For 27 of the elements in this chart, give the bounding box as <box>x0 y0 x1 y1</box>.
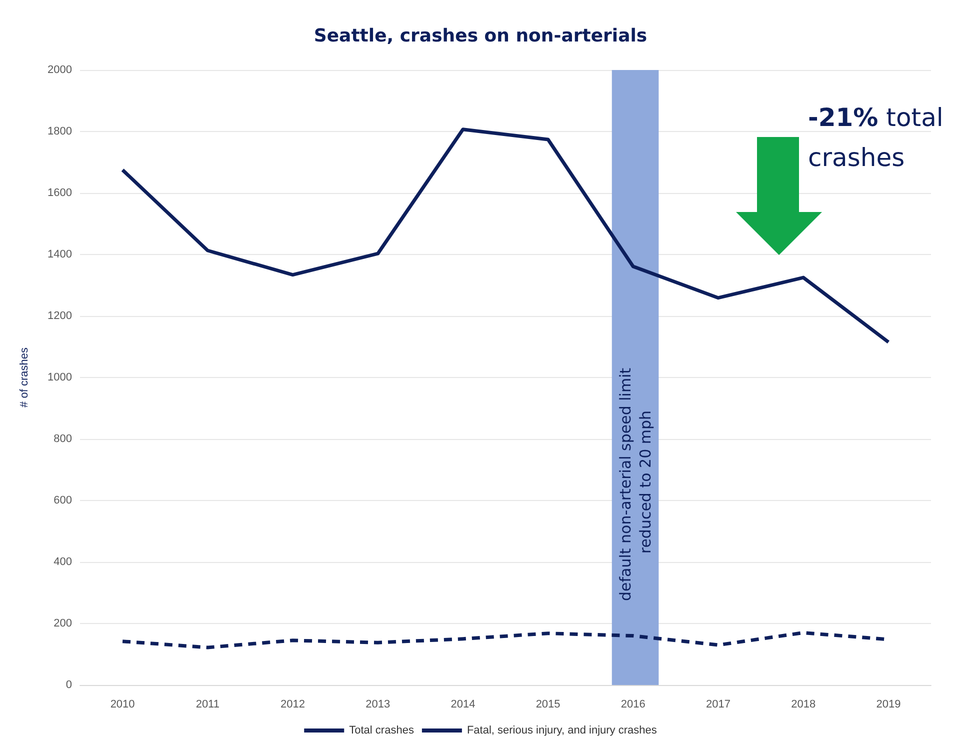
x-tick-label: 2010 <box>110 698 135 710</box>
y-tick-label: 1000 <box>48 372 72 384</box>
y-tick-label: 400 <box>54 556 72 568</box>
x-tick-label: 2015 <box>536 698 560 710</box>
y-tick-label: 0 <box>66 679 72 691</box>
annotation: -21% total crashes <box>808 102 944 174</box>
y-tick-label: 200 <box>54 618 72 630</box>
band-label: default non-arterial speed limit reduced to 20 mph <box>616 363 654 602</box>
legend-label: Total crashes <box>349 724 414 736</box>
x-tick-label: 2019 <box>876 698 901 710</box>
x-tick-label: 2016 <box>620 698 646 710</box>
y-tick-label: 800 <box>54 433 72 445</box>
chart-title: Seattle, crashes on non-arterials <box>314 26 648 46</box>
y-tick-label: 1600 <box>48 187 72 199</box>
x-tick-label: 2018 <box>791 698 816 710</box>
x-tick-label: 2012 <box>280 698 305 710</box>
y-tick-label: 600 <box>54 494 72 506</box>
x-tick-label: 2011 <box>196 698 220 710</box>
y-tick-label: 1800 <box>48 126 72 138</box>
y-tick-label: 2000 <box>48 64 72 76</box>
y-axis-title: # of crashes <box>18 347 30 408</box>
x-tick-label: 2014 <box>450 698 476 710</box>
x-tick-label: 2017 <box>706 698 730 710</box>
x-tick-label: 2013 <box>366 698 390 710</box>
legend-label: Fatal, serious injury, and injury crashes <box>466 724 658 736</box>
y-tick-label: 1400 <box>48 248 72 260</box>
y-tick-label: 1200 <box>48 310 72 322</box>
